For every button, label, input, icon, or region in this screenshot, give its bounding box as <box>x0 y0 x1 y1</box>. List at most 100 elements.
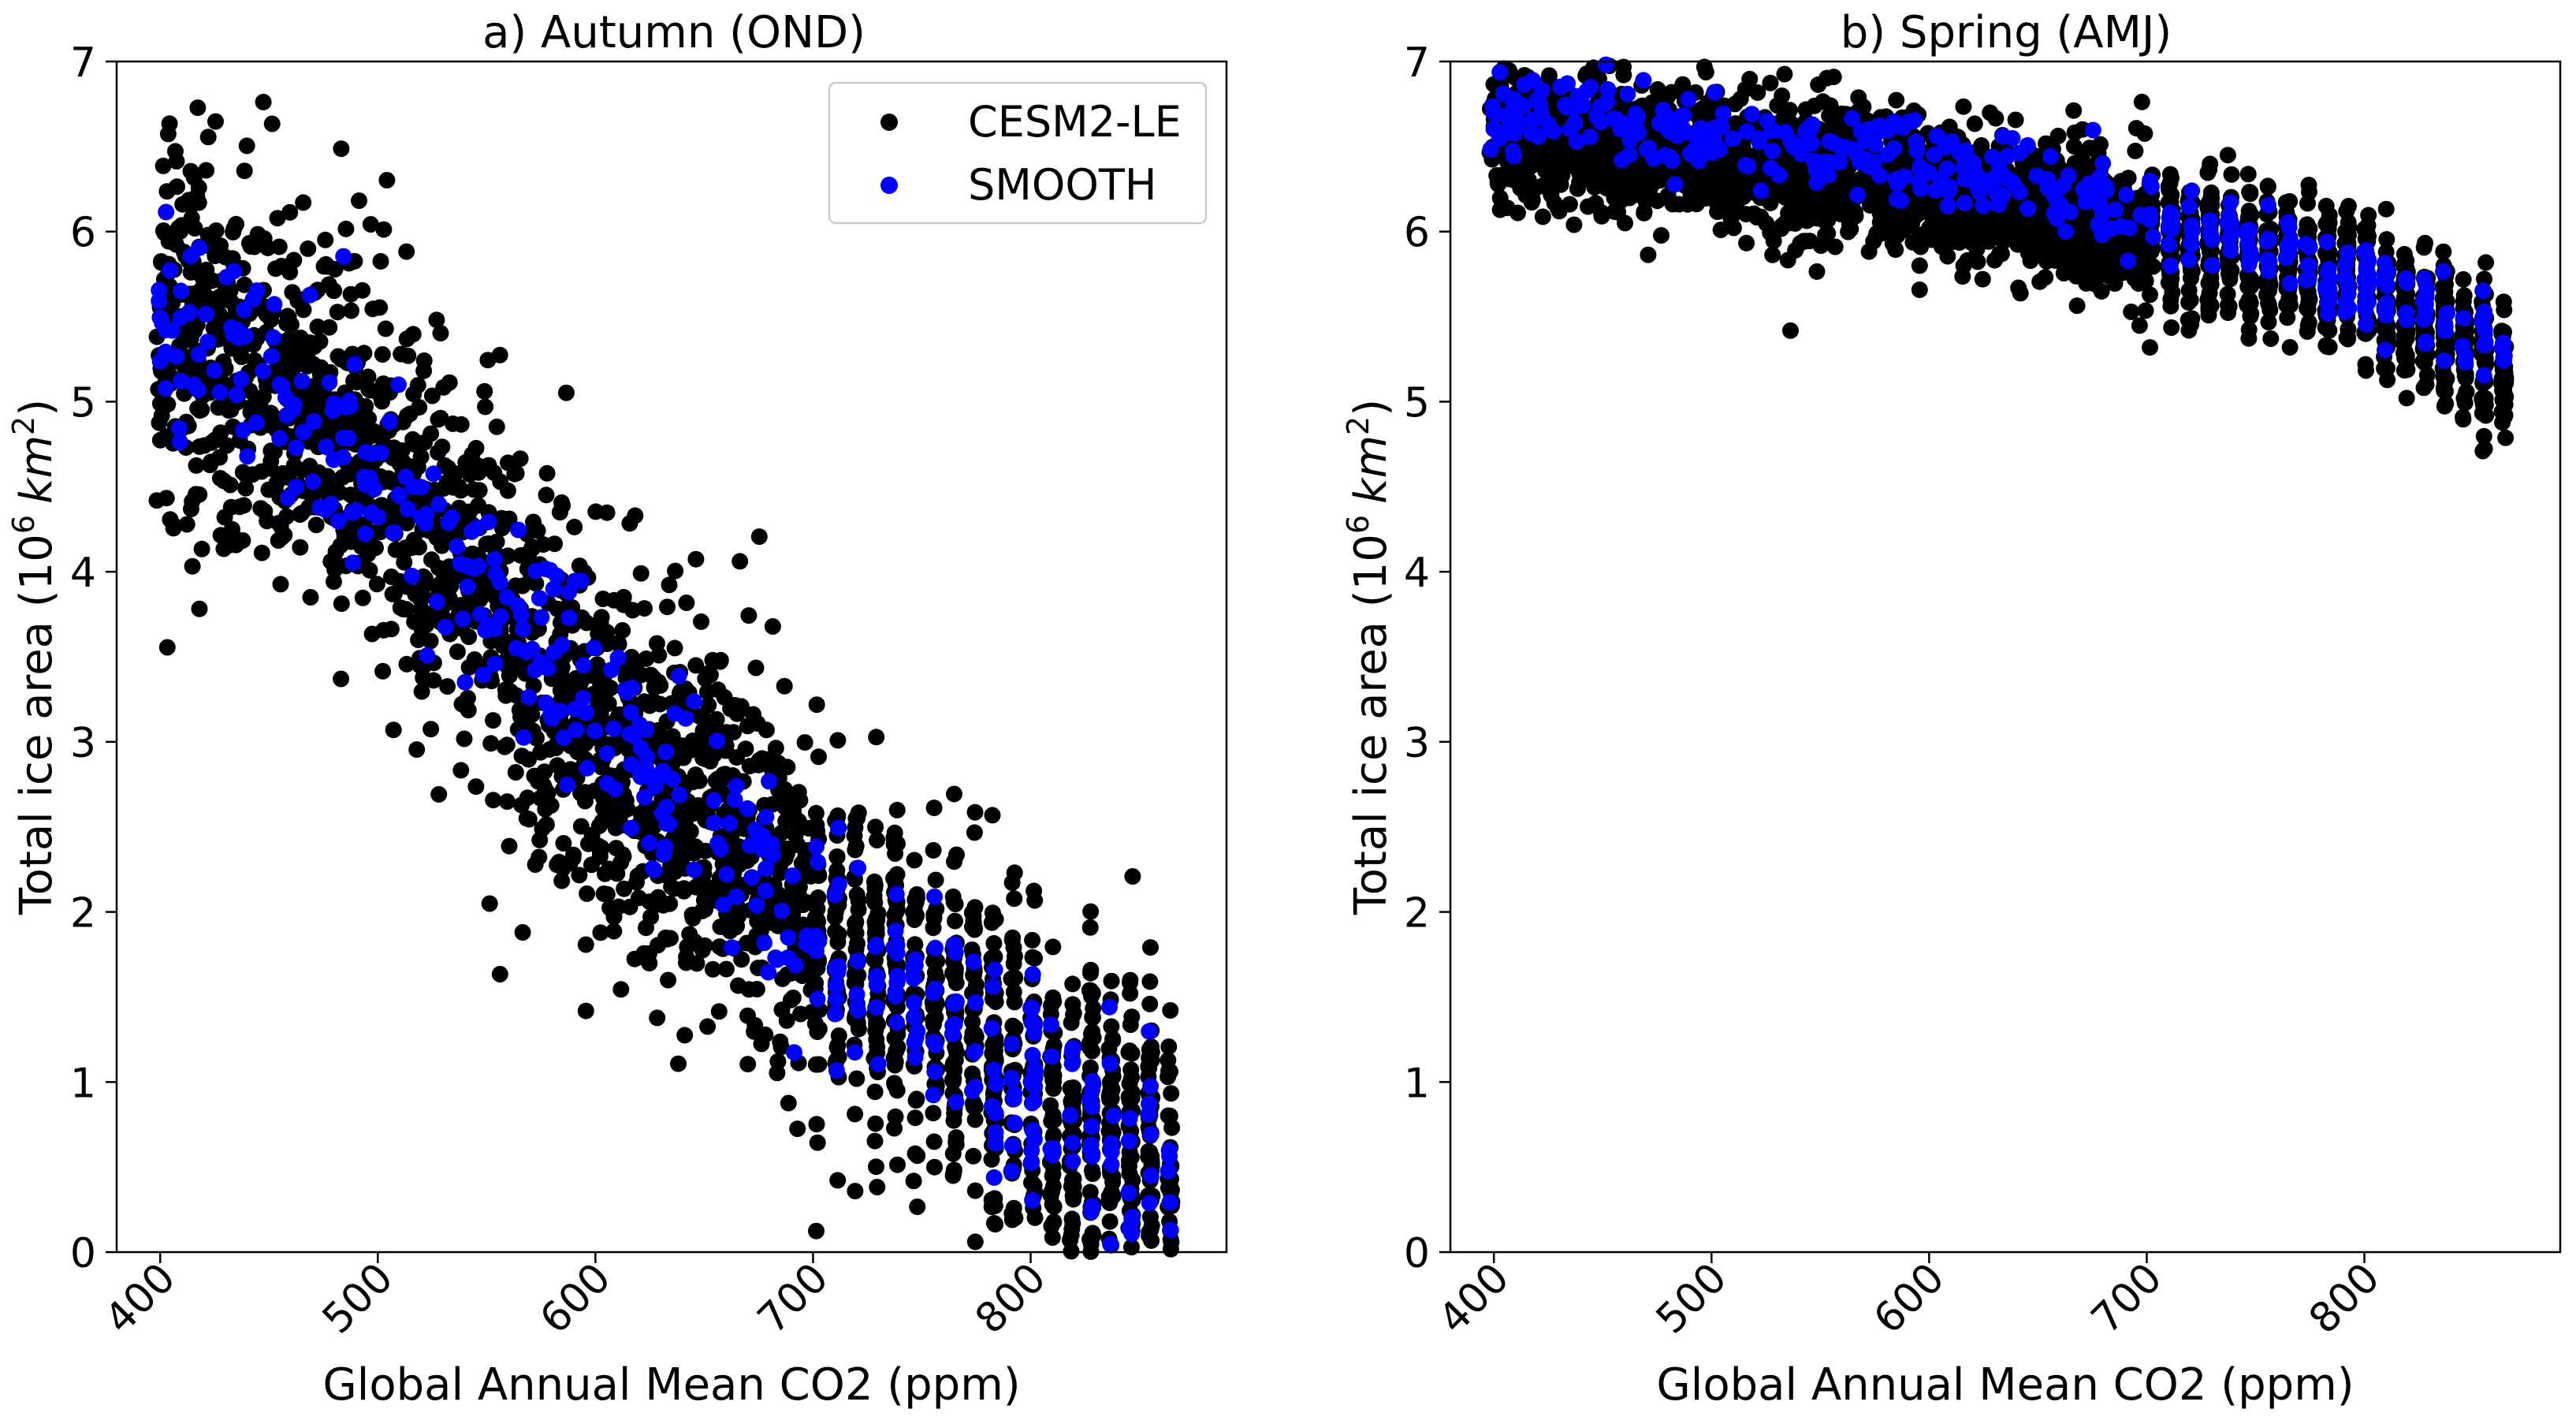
data-point <box>888 973 906 990</box>
data-point <box>985 1169 1003 1186</box>
data-point <box>909 1147 926 1165</box>
data-point <box>887 923 904 940</box>
data-point <box>363 504 380 521</box>
data-point <box>225 263 242 280</box>
data-point <box>847 1044 864 1061</box>
data-point <box>262 348 280 365</box>
data-point <box>760 909 777 926</box>
data-point <box>198 162 215 179</box>
data-point <box>791 792 809 809</box>
data-point <box>271 430 288 447</box>
data-point <box>523 640 541 658</box>
data-point <box>985 978 1002 995</box>
data-point <box>412 448 430 465</box>
data-point <box>849 952 866 970</box>
data-point <box>545 580 562 598</box>
data-point <box>688 955 705 972</box>
data-point <box>602 662 620 679</box>
data-point <box>847 915 864 933</box>
data-point <box>728 917 746 934</box>
data-point <box>577 936 594 953</box>
data-point <box>2049 127 2067 144</box>
data-point <box>966 1111 984 1128</box>
data-point <box>848 986 865 1003</box>
data-point <box>605 720 622 737</box>
data-point <box>346 356 363 373</box>
data-point <box>1081 919 1099 936</box>
data-point <box>616 681 634 699</box>
data-point <box>1990 245 2008 263</box>
data-point <box>1140 1106 1157 1123</box>
data-point <box>491 346 508 363</box>
data-point <box>963 941 981 958</box>
data-point <box>278 508 296 525</box>
data-point <box>372 252 389 270</box>
data-point <box>399 501 416 518</box>
data-point <box>210 306 228 322</box>
data-point <box>551 703 568 719</box>
data-point <box>827 903 844 920</box>
data-point <box>254 363 271 380</box>
data-point <box>2239 166 2257 183</box>
data-point <box>666 705 683 722</box>
data-point <box>362 427 379 445</box>
data-point <box>157 380 174 397</box>
data-point <box>1162 1221 1179 1239</box>
data-point <box>413 683 430 700</box>
data-point <box>165 520 182 537</box>
data-point <box>946 967 963 984</box>
data-point <box>945 1112 962 1129</box>
data-point <box>375 621 393 639</box>
data-point <box>694 750 712 766</box>
data-point <box>441 594 458 611</box>
data-point <box>151 431 169 449</box>
data-point <box>2475 427 2492 445</box>
data-point <box>776 677 793 695</box>
data-point <box>234 422 251 439</box>
data-point <box>161 115 178 132</box>
data-point <box>2476 440 2493 457</box>
data-point <box>356 525 374 542</box>
data-point <box>1044 1140 1062 1157</box>
data-point <box>868 729 885 746</box>
data-point <box>630 889 647 907</box>
data-point <box>2378 231 2395 248</box>
data-point <box>1063 1055 1081 1072</box>
data-point <box>553 636 571 654</box>
data-point <box>471 606 489 623</box>
data-point <box>300 240 317 257</box>
panel-a-x-label: Global Annual Mean CO2 (ppm) <box>322 1359 1020 1411</box>
data-point <box>279 308 296 325</box>
data-point <box>385 721 402 739</box>
data-point <box>709 835 727 852</box>
data-point <box>1911 281 1928 298</box>
data-point <box>1082 982 1100 999</box>
data-point <box>927 1008 944 1026</box>
data-point <box>809 822 826 840</box>
data-point <box>341 392 358 409</box>
data-point <box>758 860 775 877</box>
data-point <box>321 374 338 391</box>
data-point <box>253 544 270 561</box>
data-point <box>607 819 624 837</box>
data-point <box>412 628 430 646</box>
data-point <box>705 815 722 832</box>
data-point <box>203 453 219 471</box>
data-point <box>265 329 281 346</box>
data-point <box>1101 998 1118 1016</box>
data-point <box>965 1147 982 1165</box>
data-point <box>866 1132 884 1150</box>
data-point <box>747 659 765 677</box>
legend-marker-smooth <box>880 177 898 194</box>
data-point <box>780 929 797 946</box>
data-point <box>2435 243 2452 260</box>
data-point <box>167 143 184 160</box>
data-point <box>657 929 674 946</box>
data-point <box>566 518 583 535</box>
data-point <box>810 933 828 950</box>
data-point <box>515 729 532 746</box>
data-point <box>2260 296 2277 313</box>
data-point <box>867 818 884 836</box>
data-point <box>269 210 286 227</box>
data-point <box>434 438 451 456</box>
